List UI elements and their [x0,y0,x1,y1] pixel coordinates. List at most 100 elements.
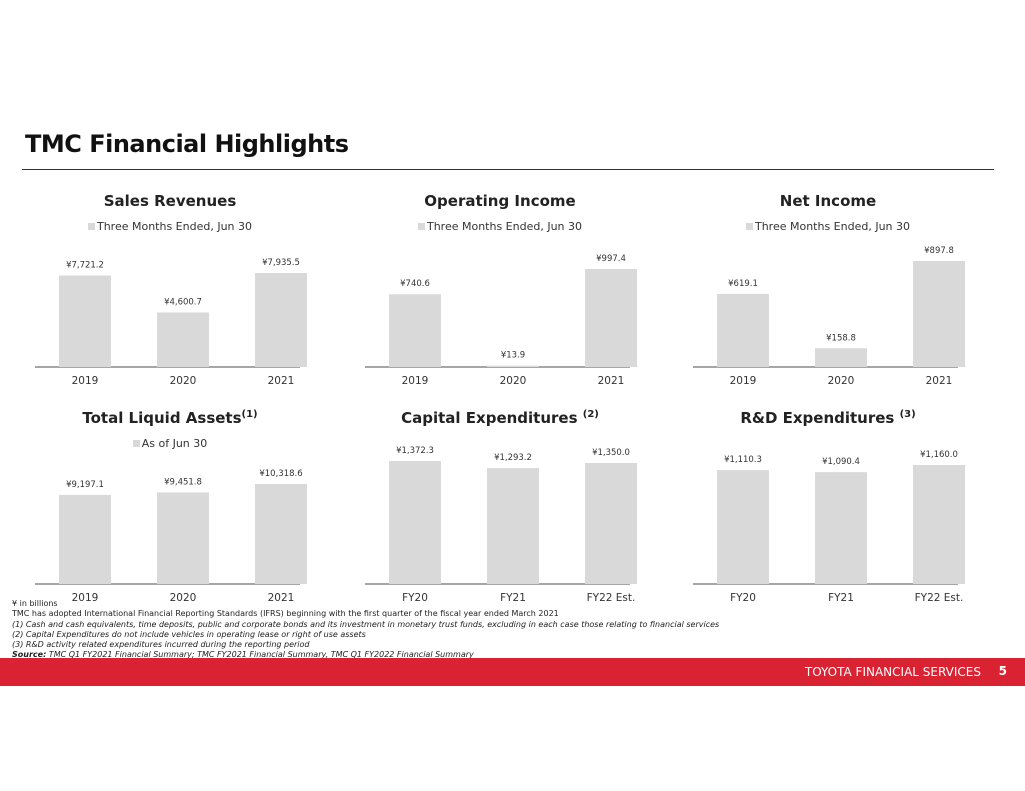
chart-title: Sales Revenues [35,192,305,210]
chart-title-text: R&D Expenditures [740,409,900,427]
bar-plot: ¥740.6 2019 ¥13.9 2020 ¥997.4 2021 [365,254,637,387]
data-label: ¥997.4 [596,254,626,264]
bar-2021 [913,261,965,367]
bar-2021 [585,269,637,367]
data-label: ¥1,372.3 [396,446,434,456]
data-label: ¥7,721.2 [66,261,104,271]
bar-2019 [389,294,441,367]
category-label: FY20 [730,592,756,604]
footnote-1: (1) Cash and cash equivalents, time depo… [12,619,720,629]
legend-swatch [87,223,95,230]
category-label: 2019 [72,375,99,387]
bar-2020 [815,348,867,367]
category-label: 2019 [72,592,99,604]
data-label: ¥158.8 [826,333,856,343]
category-label: 2021 [268,375,295,387]
bar-2019 [59,494,111,584]
chart-title: Total Liquid Assets(1) [35,409,305,427]
category-label: FY21 [828,592,854,604]
data-label: ¥740.6 [400,279,430,289]
data-label: ¥897.8 [924,246,954,256]
data-label: ¥4,600.7 [164,298,202,308]
bar-2020 [157,312,209,367]
legend: Three Months Ended, Jun 30 [35,220,305,233]
legend: Three Months Ended, Jun 30 [693,220,963,233]
category-label: 2020 [828,375,855,387]
bar-2019 [59,275,111,367]
legend-swatch [417,223,425,230]
chart-4: Capital Expenditures (2) ¥1,372.3 FY20 ¥1,2… [365,409,637,624]
category-label: 2021 [926,375,953,387]
category-label: FY22 Est. [915,592,964,604]
category-label: 2020 [170,592,197,604]
data-label: ¥1,110.3 [724,455,762,465]
bar-plot: ¥9,197.1 2019 ¥9,451.8 2020 ¥10,318.6 2021 [35,469,307,604]
page-title: TMC Financial Highlights [25,130,349,158]
chart-title-note: (2) [582,409,599,420]
chart-title-text: Capital Expenditures [401,409,583,427]
legend-swatch [132,440,140,447]
data-label: ¥1,160.0 [920,450,958,460]
chart-title-text: Net Income [779,192,877,210]
footnotes: ¥ in billions TMC has adopted Internatio… [12,599,719,661]
bar-plot: ¥1,372.3 FY20 ¥1,293.2 FY21 ¥1,350.0 FY22 Est… [365,446,637,604]
bar-FY20 [389,461,441,584]
bar-2021 [255,273,307,367]
data-label: ¥7,935.5 [262,258,300,268]
data-label: ¥10,318.6 [259,469,302,479]
category-label: 2019 [730,375,757,387]
category-label: FY22 Est. [587,592,636,604]
bar-plot: ¥619.1 2019 ¥158.8 2020 ¥897.8 2021 [693,246,965,387]
bar-2020 [487,365,539,367]
bar-plot: ¥1,110.3 FY20 ¥1,090.4 FY21 ¥1,160.0 FY22 Est… [693,450,965,604]
footnote-3: (3) R&D activity related expenditures in… [12,640,310,650]
bar-plot: ¥7,721.2 2019 ¥4,600.7 2020 ¥7,935.5 2021 [35,258,307,387]
chart-title-text: Operating Income [424,192,576,210]
data-label: ¥1,350.0 [592,448,630,458]
chart-3: Total Liquid Assets(1) As of Jun 30 ¥9,197… [35,409,307,624]
category-label: 2019 [402,375,429,387]
chart-2: Net Income Three Months Ended, Jun 30 ¥619… [693,192,965,407]
source-text: TMC Q1 FY2021 Financial Summary; TMC FY2… [46,650,474,660]
chart-0: Sales Revenues Three Months Ended, Jun 30… [35,192,307,407]
chart-title: Operating Income [365,192,635,210]
chart-title-text: Sales Revenues [103,192,237,210]
footer-bar [0,658,1025,686]
category-label: 2021 [268,592,295,604]
legend-label: Three Months Ended, Jun 30 [754,220,911,233]
chart-title: R&D Expenditures (3) [693,409,963,427]
legend-swatch [745,223,753,230]
bar-FY22 Est. [913,465,965,584]
legend-label: Three Months Ended, Jun 30 [426,220,583,233]
category-label: FY21 [500,592,526,604]
footer-brand: TOYOTA FINANCIAL SERVICES [804,665,981,679]
category-label: 2021 [598,375,625,387]
category-label: FY20 [402,592,428,604]
data-label: ¥9,197.1 [66,480,104,490]
bar-2019 [717,293,769,367]
legend: As of Jun 30 [35,437,305,450]
bar-FY21 [815,472,867,584]
bar-2021 [255,484,307,584]
chart-title: Net Income [693,192,963,210]
footnote-ifrs: TMC has adopted International Financial … [12,609,559,619]
bar-FY21 [487,468,539,584]
legend-label: Three Months Ended, Jun 30 [96,220,253,233]
chart-title-note: (3) [899,409,916,420]
legend: Three Months Ended, Jun 30 [365,220,635,233]
chart-5: R&D Expenditures (3) ¥1,110.3 FY20 ¥1,090.4… [693,409,965,624]
bar-FY20 [717,470,769,584]
data-label: ¥9,451.8 [164,477,202,487]
source-label: Source: [12,650,47,660]
chart-title-note: (1) [241,409,258,420]
footnote-units: ¥ in billions [12,599,58,608]
title-divider [22,169,994,170]
category-label: 2020 [170,375,197,387]
bar-FY22 Est. [585,462,637,584]
chart-title: Capital Expenditures (2) [365,409,635,427]
data-label: ¥13.9 [501,351,525,361]
chart-title-text: Total Liquid Assets [82,409,242,427]
data-label: ¥1,090.4 [822,457,860,467]
page-number: 5 [998,664,1007,678]
category-label: 2020 [500,375,527,387]
